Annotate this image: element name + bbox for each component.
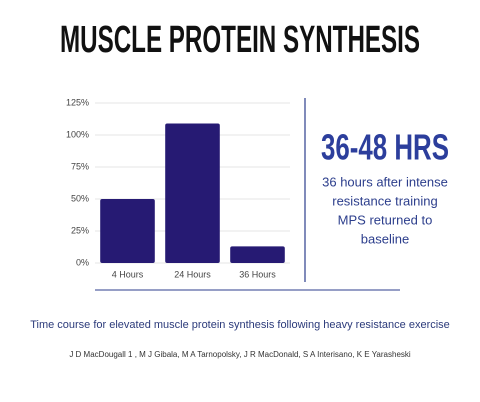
authors: J D MacDougall 1 , M J Gibala, M A Tarno… xyxy=(69,350,411,359)
y-tick-label: 25% xyxy=(71,225,89,235)
y-tick-label: 125% xyxy=(66,97,89,107)
caption: Time course for elevated muscle protein … xyxy=(30,319,450,331)
chart-title: MUSCLE PROTEIN SYNTHESIS xyxy=(60,19,420,61)
y-tick-label: 100% xyxy=(66,129,89,139)
callout-line: 36 hours after intense xyxy=(322,174,448,189)
callout-headline: 36-48 HRS xyxy=(321,127,449,168)
bar xyxy=(230,246,285,263)
bar xyxy=(165,123,220,263)
callout-line: resistance training xyxy=(332,193,438,208)
y-tick-label: 0% xyxy=(76,257,89,267)
callout-line: baseline xyxy=(361,231,409,246)
y-tick-label: 50% xyxy=(71,193,89,203)
x-tick-label: 24 Hours xyxy=(174,269,211,279)
x-tick-label: 4 Hours xyxy=(112,269,144,279)
x-tick-label: 36 Hours xyxy=(239,269,276,279)
bar xyxy=(100,199,155,263)
callout-line: MPS returned to xyxy=(338,212,433,227)
y-tick-label: 75% xyxy=(71,161,89,171)
